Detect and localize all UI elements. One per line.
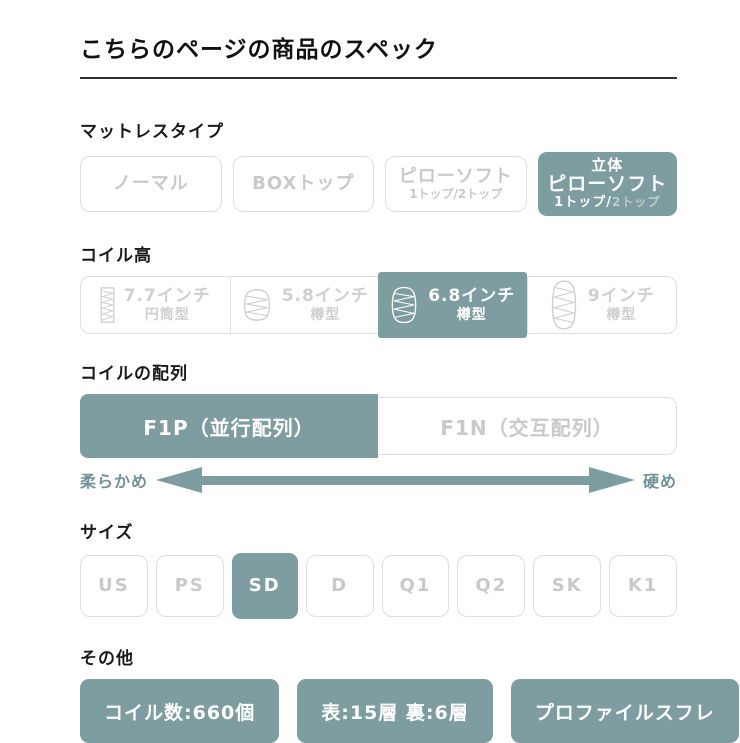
option-size-q1[interactable]: Q1: [381, 555, 450, 617]
barrel-coil-short-icon: [241, 288, 273, 322]
option-size-k1[interactable]: K1: [609, 555, 677, 617]
coil-count-badge: コイル数:660個: [80, 679, 280, 743]
arrowhead-left: [156, 467, 203, 493]
barrel-coil-medium-icon: [389, 285, 419, 325]
option-size-d[interactable]: D: [305, 555, 374, 617]
coil-cell-text: 6.8インチ 樽型: [428, 287, 515, 323]
layers-badge: 表:15層 裏:6層: [297, 679, 493, 743]
barrel-coil-tall-icon: [549, 279, 579, 331]
arrowhead-right: [588, 467, 635, 493]
page-title: こちらのページの商品のスペック: [80, 30, 677, 79]
section-size: サイズ US PS SD D Q1 Q2 SK K1: [80, 518, 677, 619]
coil-shape-label: 樽型: [310, 306, 341, 323]
option-box-top-label: BOXトップ: [252, 173, 355, 195]
size-option-label: US: [98, 575, 130, 597]
section-coil-arrangement: コイルの配列 F1P（並行配列） F1N（交互配列） 柔らかめ 硬め: [80, 359, 677, 493]
option-coil-7-7[interactable]: 7.7インチ 円筒型: [81, 277, 230, 333]
option-f1p-label: F1P（並行配列）: [143, 415, 315, 440]
coil-shape-label: 円筒型: [144, 306, 190, 323]
option-size-q2[interactable]: Q2: [457, 555, 526, 617]
option-coil-9[interactable]: 9インチ 樽型: [526, 277, 677, 333]
cylinder-coil-icon: [100, 285, 115, 325]
option-coil-5-8[interactable]: 5.8インチ 樽型: [229, 277, 380, 333]
option-pillow-soft-label: ピローソフト: [398, 165, 513, 187]
option-3d-pillow-soft[interactable]: 立体 ピローソフト 1トップ/2トップ: [537, 152, 677, 216]
arrow-bar: [201, 475, 590, 485]
layers-text: 表:15層 裏:6層: [321, 701, 469, 724]
option-coil-6-8[interactable]: 6.8インチ 樽型: [378, 272, 527, 338]
section-coil-height: コイル高 7.7インチ 円筒型: [80, 241, 677, 338]
firmness-scale: 柔らかめ 硬め: [80, 467, 677, 493]
size-options: US PS SD D Q1 Q2 SK K1: [80, 553, 677, 619]
option-3d-line1: 立体: [591, 156, 624, 175]
coil-cell-text: 9インチ 樽型: [588, 287, 655, 323]
option-size-sd[interactable]: SD: [231, 553, 298, 619]
option-3d-sub: 1トップ/2トップ: [554, 194, 661, 210]
size-option-label: SD: [248, 575, 281, 597]
other-label: その他: [80, 649, 134, 669]
option-normal-label: ノーマル: [112, 173, 189, 195]
coil-cell-text: 7.7インチ 円筒型: [124, 287, 211, 323]
option-3d-sub-muted: 2トップ: [611, 194, 661, 209]
coil-height-label: コイル高: [80, 246, 152, 266]
option-f1n[interactable]: F1N（交互配列）: [378, 397, 677, 455]
coil-cell-text: 5.8インチ 樽型: [282, 287, 369, 323]
option-pillow-soft[interactable]: ピローソフト 1トップ/2トップ: [385, 156, 527, 212]
option-f1p[interactable]: F1P（並行配列）: [80, 394, 378, 458]
coil-shape-label: 樽型: [456, 306, 487, 323]
coil-size-label: 5.8インチ: [281, 286, 369, 307]
coil-arrangement-label: コイルの配列: [80, 364, 188, 384]
size-option-label: PS: [174, 575, 205, 597]
coil-shape-label: 樽型: [606, 306, 637, 323]
option-size-sk[interactable]: SK: [533, 555, 602, 617]
scale-soft-label: 柔らかめ: [80, 472, 149, 491]
double-arrow-icon: [156, 467, 635, 493]
section-other: その他 コイル数:660個 表:15層 裏:6層 プロファイルスフレ: [80, 644, 739, 743]
coil-size-label: 7.7インチ: [123, 286, 211, 307]
section-mattress-type: マットレスタイプ ノーマル BOXトップ ピローソフト 1トップ/2トップ 立体…: [80, 117, 677, 216]
coil-size-label: 9インチ: [587, 286, 655, 307]
size-option-label: SK: [551, 575, 583, 597]
mattress-type-options: ノーマル BOXトップ ピローソフト 1トップ/2トップ 立体 ピローソフト 1…: [80, 152, 677, 216]
profile-text: プロファイルスフレ: [534, 701, 715, 724]
option-3d-line2: ピローソフト: [547, 172, 668, 195]
size-option-label: Q2: [475, 575, 508, 597]
size-option-label: D: [331, 575, 349, 597]
coil-height-options: 7.7インチ 円筒型 5.8インチ 樽型: [80, 272, 677, 338]
product-spec-panel: こちらのページの商品のスペック マットレスタイプ ノーマル BOXトップ ピロー…: [80, 0, 739, 743]
coil-arrangement-options: F1P（並行配列） F1N（交互配列）: [80, 394, 677, 458]
scale-firm-label: 硬め: [642, 472, 677, 491]
coil-size-label: 6.8インチ: [428, 286, 516, 307]
option-normal[interactable]: ノーマル: [80, 156, 222, 212]
option-pillow-soft-sub: 1トップ/2トップ: [409, 187, 503, 202]
size-option-label: K1: [627, 575, 659, 597]
option-size-ps[interactable]: PS: [155, 555, 224, 617]
size-option-label: Q1: [399, 575, 432, 597]
option-f1n-label: F1N（交互配列）: [440, 415, 614, 440]
mattress-type-label: マットレスタイプ: [80, 122, 224, 142]
option-box-top[interactable]: BOXトップ: [232, 156, 374, 212]
coil-count-text: コイル数:660個: [104, 701, 256, 724]
option-size-us[interactable]: US: [80, 555, 148, 617]
other-badges: コイル数:660個 表:15層 裏:6層 プロファイルスフレ: [80, 679, 739, 743]
profile-badge: プロファイルスフレ: [510, 679, 739, 743]
option-3d-sub-active: 1トップ/: [554, 194, 612, 210]
size-label: サイズ: [80, 523, 134, 543]
